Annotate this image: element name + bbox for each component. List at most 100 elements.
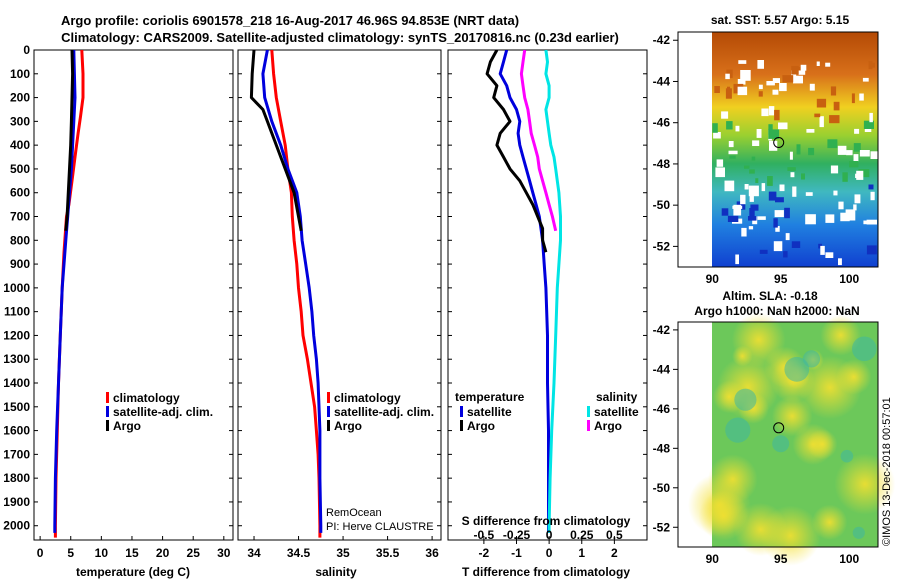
sst-cell [796,144,801,155]
sst-cell [735,125,740,132]
sst-cell [853,204,857,211]
sst-cell [752,140,760,146]
sst-cell [825,214,835,223]
sla-negative-blob [784,356,810,382]
sla-negative-blob [852,526,865,539]
sst-cell [721,208,729,216]
sst-lat-tick-label: -46 [653,116,671,130]
legend-title-salinity: salinity [596,390,638,404]
salinity-diff-tick-label: 0 [546,528,553,542]
sst-cell [816,98,827,108]
sst-lat-tick-label: -48 [653,157,671,171]
sst-cell [774,210,784,218]
sst-cell [870,151,881,159]
sst-cell [740,194,746,205]
temperature-x-tick-label: 0 [37,546,44,560]
difference-x-tick-label: 1 [578,546,585,560]
salinity-diff-tick-label: 0.5 [606,528,623,542]
sla-lat-tick-label: -46 [653,402,671,416]
sla-lon-tick-label: 100 [839,552,859,566]
sst-cell [772,89,779,95]
sla-anomaly-blob [820,314,861,356]
salinity-x-tick-label: 34 [247,546,261,560]
sst-cell [714,86,720,93]
figure-title-line2: Climatology: CARS2009. Satellite-adjuste… [61,30,619,45]
sst-cell [741,227,747,237]
sla-anomaly-blob [836,359,872,395]
sst-cell [768,129,780,139]
sla-anomaly-blob [771,395,813,437]
depth-tick-label: 1200 [3,328,30,342]
sst-cell [725,73,730,80]
legend-swatch-sal-argo [587,420,590,431]
sst-cell [800,64,807,71]
sst-cell [866,219,877,225]
depth-tick-label: 1000 [3,281,30,295]
sst-cell [866,245,877,255]
sst-cell [735,254,739,265]
sst-lat-tick-label: -52 [653,239,671,253]
temperature-x-tick-label: 30 [217,546,231,560]
difference-series-salinity-satellite [544,50,562,533]
difference-series-salinity-argo [519,50,558,232]
sst-cell [779,83,787,92]
sst-cell [766,81,775,86]
sla-lat-tick-label: -48 [653,441,671,455]
sla-lat-tick-label: -50 [653,481,671,495]
sst-cell [806,129,815,133]
salinity-x-tick-label: 36 [425,546,439,560]
sst-cell [784,207,790,219]
sst-cell [833,190,838,196]
sst-cell [785,233,790,241]
sst-cell [727,86,731,96]
depth-tick-label: 2000 [3,519,30,533]
sst-cell [805,214,816,225]
sst-cell [738,60,747,64]
sla-anomaly-blob [716,356,780,419]
sla-anomaly-blob [760,505,821,566]
temperature-x-ticks: 0 5 10 15 20 25 30 [37,536,231,560]
sst-cell [750,204,759,211]
sst-cell [842,172,848,182]
temperature-x-tick-label: 20 [156,546,170,560]
sst-lat-tick-label: -44 [653,74,671,88]
sst-cell [854,194,861,204]
sst-cell [757,60,764,69]
salinity-series-satellite-adj-clim- [261,50,323,533]
sst-cell [749,194,754,202]
sst-cell [825,252,834,258]
sst-cell [728,141,734,148]
sla-lat-ticks: -42 -44 -46 -48 -50 -52 [653,323,678,534]
sst-cell [724,180,735,192]
sst-cell [837,145,847,155]
sst-lon-tick-label: 100 [839,272,859,286]
salinity-x-tick-label: 35.5 [376,546,400,560]
sst-lat-tick-label: -50 [653,198,671,212]
sst-cell [789,151,793,160]
depth-tick-label: 1800 [3,471,30,485]
sla-map-anomalies [688,312,896,566]
sst-cell [846,150,853,156]
sst-cell [801,173,805,180]
sst-cell [755,178,759,183]
sst-cell [827,139,838,149]
sst-cell [853,154,859,162]
sst-cell [871,62,875,68]
difference-panel-frame [447,49,648,541]
sst-cell [748,185,759,197]
sst-cell [773,241,783,252]
temperature-x-tick-label: 5 [67,546,74,560]
depth-tick-label: 1500 [3,400,30,414]
temperature-panel-frame [33,49,234,541]
sst-cell [833,101,840,111]
sst-cell [737,79,746,85]
sst-cell [849,161,859,168]
legend-swatch-argo [106,420,109,431]
argo-location-marker [773,422,785,434]
sst-cell [793,75,803,84]
sst-cell [792,186,797,197]
legend-swatch-climatology [327,392,330,403]
temperature-legend: climatology satellite-adj. clim. Argo [106,391,213,433]
difference-x-tick-label: -1 [511,546,522,560]
legend-label-climatology: climatology [334,391,401,405]
